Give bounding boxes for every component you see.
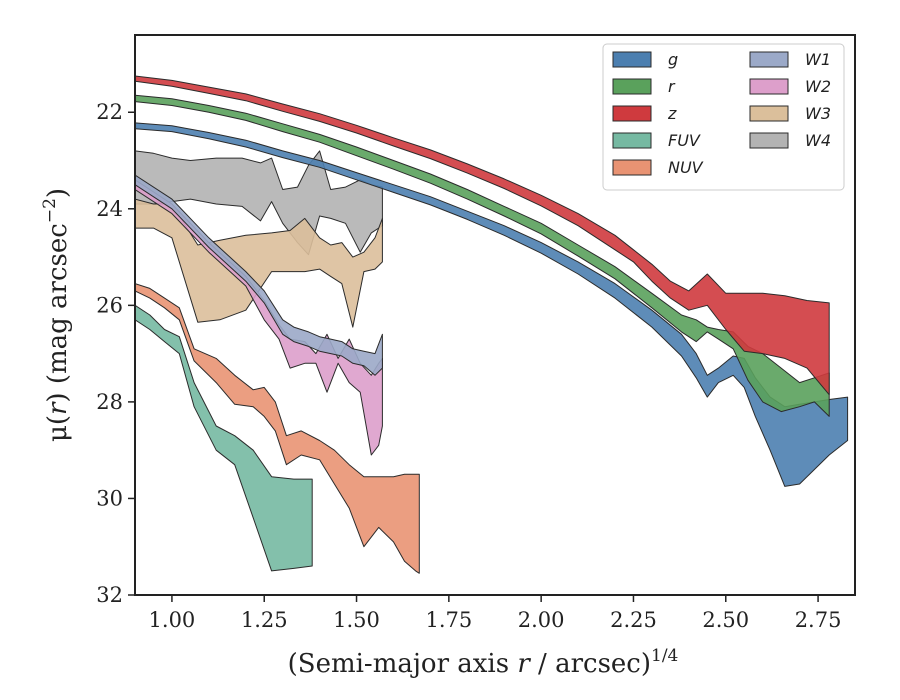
legend-label-w1: W1 [805, 50, 831, 69]
x-tick-label: 1.00 [149, 608, 196, 632]
band-z [135, 75, 830, 396]
legend-label-w3: W3 [805, 104, 831, 123]
plot-frame [134, 34, 856, 596]
band-nuv [135, 283, 420, 574]
y-tick-label: 28 [96, 390, 123, 414]
band-layer [135, 75, 849, 574]
legend-swatch-z [612, 105, 652, 122]
y-tick-label: 22 [96, 100, 123, 124]
legend-label-g: g [668, 50, 678, 69]
y-tick-label: 30 [96, 486, 123, 510]
legend-swatch-w2 [749, 78, 789, 95]
legend-label-r: r [668, 77, 676, 96]
legend-swatch-g [612, 51, 652, 68]
x-tick-label: 2.50 [702, 608, 749, 632]
legend-swatch-fuv [612, 132, 652, 149]
y-axis-ticks: 22 24 26 28 30 32 [96, 100, 135, 607]
legend-label-z: z [667, 104, 677, 123]
legend-label-w2: W2 [805, 77, 831, 96]
legend-label-nuv: NUV [668, 158, 704, 177]
legend-label-w4: W4 [805, 131, 831, 150]
legend-swatch-nuv [612, 159, 652, 176]
y-tick-label: 32 [96, 583, 123, 607]
legend-swatch-w1 [749, 51, 789, 68]
legend-swatch-w3 [749, 105, 789, 122]
x-tick-label: 1.75 [425, 608, 472, 632]
y-tick-label: 24 [96, 197, 123, 221]
legend-swatch-w4 [749, 132, 789, 149]
band-w3 [135, 198, 383, 328]
band-fuv [135, 304, 313, 572]
x-tick-label: 2.75 [795, 608, 842, 632]
x-axis-title: (Semi-major axis r / arcsec)1/4 [288, 646, 679, 679]
x-tick-label: 2.00 [518, 608, 565, 632]
x-axis-ticks: 1.00 1.25 1.50 1.75 2.00 2.25 2.50 2.75 [149, 595, 842, 632]
band-r [135, 94, 830, 417]
y-tick-label: 26 [96, 293, 123, 317]
y-axis-title: μ(r) (mag arcsec−2) [40, 188, 73, 442]
legend-swatch-r [612, 78, 652, 95]
band-w1 [135, 174, 383, 376]
x-tick-label: 2.25 [610, 608, 657, 632]
band-g [135, 122, 849, 487]
x-tick-label: 1.50 [333, 608, 380, 632]
legend-label-fuv: FUV [668, 131, 701, 150]
x-tick-label: 1.25 [241, 608, 288, 632]
legend: grz FUV NUV W1 W2 W3 W4 [602, 43, 845, 191]
